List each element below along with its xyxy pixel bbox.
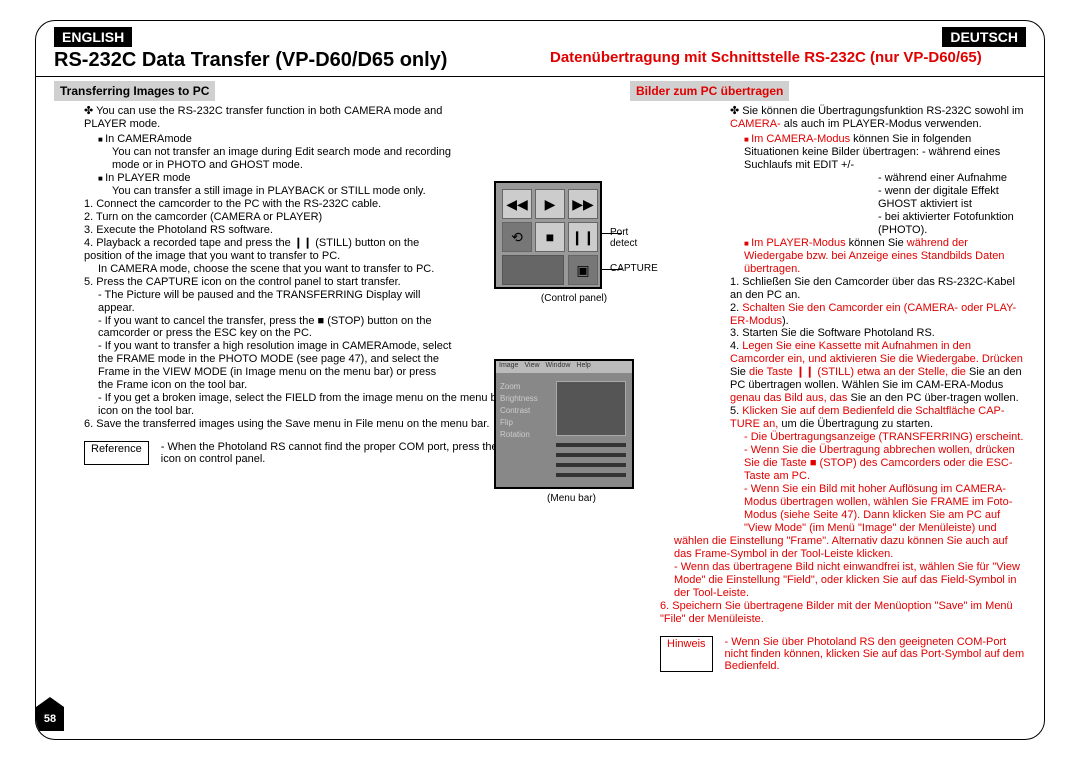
menu-bar-strip: Image View Window Help — [496, 361, 632, 373]
subtext: - während einer Aufnahme — [730, 172, 1026, 185]
bullet: In CAMERAmode — [84, 133, 454, 146]
menu-bar-frame: Image View Window Help Zoom Brightness C… — [494, 359, 634, 489]
language-badges: ENGLISH DEUTSCH — [36, 21, 1044, 47]
bullet: You can use the RS-232C transfer functio… — [84, 105, 454, 131]
list-item: 1. Connect the camcorder to the PC with … — [84, 198, 454, 211]
menu-slider — [556, 443, 626, 447]
title-row: RS-232C Data Transfer (VP-D60/D65 only) … — [36, 47, 1044, 77]
reference-row-de: Hinweis - Wenn Sie über Photoland RS den… — [630, 636, 1026, 672]
subtext: - Wenn Sie ein Bild mit hoher Auflösung … — [730, 483, 1026, 535]
list-item: 6. Speichern Sie übertragene Bilder mit … — [660, 600, 1026, 626]
subtext: - Wenn Sie die Übertragung abbrechen wol… — [730, 444, 1026, 483]
pause-icon: ❙❙ — [568, 222, 598, 252]
bullet: Im PLAYER-Modus können Sie während der W… — [730, 237, 1026, 276]
content-de-wide: wählen die Einstellung "Frame". Alternat… — [630, 535, 1026, 626]
bullet: In PLAYER mode — [84, 172, 454, 185]
subtext: - If you want to transfer a high resolut… — [84, 340, 454, 392]
subtext: - Wenn das übertragene Bild nicht einwan… — [660, 561, 1026, 600]
list-item: 4. Playback a recorded tape and press th… — [84, 237, 454, 263]
menu-item: Image — [499, 362, 518, 372]
list-item: 3. Execute the Photoland RS software. — [84, 224, 454, 237]
subtext: In CAMERA mode, choose the scene that yo… — [84, 263, 454, 276]
port-detect-icon: ⟲ — [502, 222, 532, 252]
list-item: 1. Schließen Sie den Camcorder über das … — [730, 276, 1026, 302]
subtext: - wenn der digitale Effekt GHOST aktivie… — [730, 185, 1026, 211]
subtext: - The Picture will be paused and the TRA… — [84, 289, 454, 315]
content-en: You can use the RS-232C transfer functio… — [54, 105, 454, 392]
reference-label: Reference — [84, 441, 149, 465]
subtext: - If you want to cancel the transfer, pr… — [84, 315, 454, 341]
section-header-en: Transferring Images to PC — [54, 81, 215, 101]
menu-side-labels: Zoom Brightness Contrast Flip Rotation — [500, 381, 538, 441]
page-num-triangle — [36, 697, 64, 707]
bullet: You can transfer a still image in PLAYBA… — [84, 185, 454, 198]
subtext: wählen die Einstellung "Frame". Alternat… — [660, 535, 1026, 561]
list-item: 5. Klicken Sie auf dem Bedienfeld die Sc… — [730, 405, 1026, 431]
bullet: Im CAMERA-Modus können Sie in folgenden … — [730, 133, 1026, 172]
list-item: 3. Starten Sie die Software Photoland RS… — [730, 327, 1026, 340]
title-english: RS-232C Data Transfer (VP-D60/D65 only) — [54, 49, 530, 72]
section-header-de: Bilder zum PC übertragen — [630, 81, 789, 101]
menu-item: Window — [546, 362, 571, 372]
list-item: 5. Press the CAPTURE icon on the control… — [84, 276, 454, 289]
bullet: You can not transfer an image during Edi… — [84, 146, 454, 172]
capture-icon: ▣ — [568, 255, 598, 285]
column-deutsch: Bilder zum PC übertragen Sie können die … — [622, 81, 1026, 672]
page-number: 58 — [36, 707, 64, 731]
manual-page: ENGLISH DEUTSCH RS-232C Data Transfer (V… — [35, 20, 1045, 740]
play-icon: ▶ — [535, 189, 565, 219]
control-panel-frame: ◀◀ ▶ ▶▶ ⟲ ■ ❙❙ ▣ — [494, 181, 602, 289]
forward-icon: ▶▶ — [568, 189, 598, 219]
lang-badge-deutsch: DEUTSCH — [942, 27, 1026, 47]
list-item: 2. Turn on the camcorder (CAMERA or PLAY… — [84, 211, 454, 224]
title-deutsch: Datenübertragung mit Schnittstelle RS-23… — [530, 49, 1026, 72]
menu-item: View — [524, 362, 539, 372]
list-item: 4. Legen Sie eine Kassette mit Aufnahmen… — [730, 340, 1026, 405]
content-de: Sie können die Übertragungsfunktion RS-2… — [630, 105, 1026, 535]
menu-preview — [556, 381, 626, 436]
subtext: - Die Übertragungsanzeige (TRANSFERRING)… — [730, 431, 1026, 444]
subtext: - bei aktivierter Fotofunktion (PHOTO). — [730, 211, 1026, 237]
list-item: 2. Schalten Sie den Camcorder ein (CAMER… — [730, 302, 1026, 328]
lang-badge-english: ENGLISH — [54, 27, 132, 47]
rewind-icon: ◀◀ — [502, 189, 532, 219]
preview-thumb — [502, 255, 564, 285]
bullet: Sie können die Übertragungsfunktion RS-2… — [730, 105, 1026, 131]
reference-text-de: - Wenn Sie über Photoland RS den geeigne… — [725, 636, 1026, 672]
stop-icon: ■ — [535, 222, 565, 252]
menu-slider — [556, 453, 626, 457]
column-english: Transferring Images to PC You can use th… — [54, 81, 622, 672]
columns: Transferring Images to PC You can use th… — [36, 77, 1044, 672]
menu-slider — [556, 463, 626, 467]
menu-item: Help — [576, 362, 590, 372]
menu-slider — [556, 473, 626, 477]
reference-label-de: Hinweis — [660, 636, 713, 672]
